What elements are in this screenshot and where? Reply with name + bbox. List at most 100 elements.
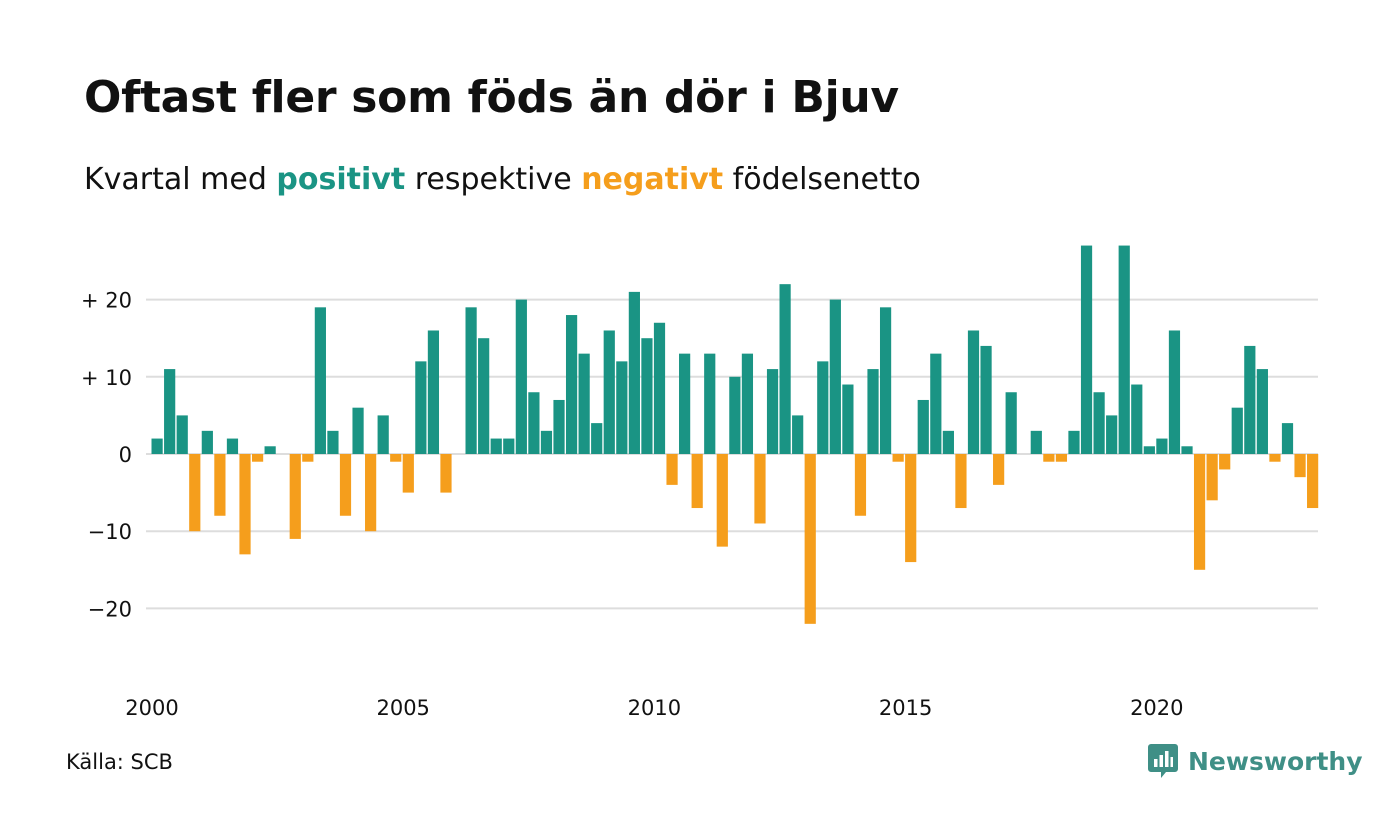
bar-positive: [817, 361, 829, 454]
bar-positive: [314, 307, 326, 454]
bar-negative: [214, 454, 226, 516]
brand-logo: Newsworthy: [1148, 744, 1363, 778]
bar-positive: [867, 369, 879, 454]
bar-positive: [917, 399, 929, 454]
bar-positive: [264, 446, 276, 454]
bar-negative: [365, 454, 377, 532]
bar-positive: [1068, 430, 1080, 454]
bar-positive: [792, 415, 804, 454]
bar-positive: [226, 438, 239, 454]
bar-negative: [402, 454, 414, 493]
bar-positive: [1156, 438, 1168, 454]
bar-negative: [854, 454, 867, 516]
bar-negative: [754, 454, 766, 524]
bar-positive: [1168, 330, 1181, 454]
bar-positive: [503, 438, 515, 454]
bar-positive: [616, 361, 628, 454]
bar-positive: [829, 299, 841, 454]
bar-negative: [1206, 454, 1218, 501]
y-tick-label: −20: [88, 597, 132, 621]
bar-negative: [390, 454, 402, 462]
bar-positive: [1281, 423, 1294, 454]
bar-positive: [151, 438, 163, 454]
bar-negative: [289, 454, 301, 539]
bar-positive: [842, 384, 854, 454]
bar-positive: [1143, 446, 1155, 454]
bars: [151, 245, 1319, 624]
bar-negative: [892, 454, 904, 462]
bar-positive: [766, 369, 779, 454]
subtitle-text-after: födelsenetto: [723, 162, 921, 197]
bar-positive: [1030, 430, 1042, 454]
bar-positive: [427, 330, 440, 454]
bar-positive: [528, 392, 540, 454]
bar-negative: [955, 454, 967, 509]
bar-positive: [1005, 392, 1017, 454]
bar-negative: [1269, 454, 1281, 462]
bar-positive: [478, 338, 490, 454]
y-tick-label: −10: [88, 520, 132, 544]
bar-negative: [1043, 454, 1055, 462]
subtitle-positive-label: positivt: [276, 162, 406, 197]
bar-negative: [1193, 454, 1206, 570]
bar-positive: [176, 415, 188, 454]
bar-positive: [515, 299, 527, 454]
bar-negative: [1219, 454, 1231, 470]
bar-positive: [930, 353, 942, 454]
y-tick-label: + 20: [81, 289, 132, 313]
chart-subtitle: Kvartal med positivt respektive negativt…: [84, 162, 921, 197]
bar-positive: [591, 423, 603, 454]
y-tick-label: 0: [119, 443, 132, 467]
bar-positive: [1256, 369, 1268, 454]
bar-negative: [1055, 454, 1068, 462]
bar-negative: [1294, 454, 1306, 478]
bar-positive: [1080, 245, 1093, 454]
chart-title: Oftast fler som föds än dör i Bjuv: [84, 72, 899, 123]
x-tick-label: 2010: [628, 696, 681, 720]
bar-positive: [578, 353, 590, 454]
bar-negative: [666, 454, 678, 485]
y-tick-label: + 10: [81, 366, 132, 390]
newsworthy-logo-icon: [1148, 744, 1178, 778]
bar-positive: [164, 369, 176, 454]
bar-positive: [779, 284, 791, 454]
bar-positive: [628, 291, 640, 454]
bar-positive: [641, 338, 653, 454]
bar-positive: [679, 353, 691, 454]
bar-negative: [189, 454, 201, 532]
bar-positive: [741, 353, 754, 454]
bar-negative: [239, 454, 251, 555]
bar-positive: [1093, 392, 1105, 454]
bar-positive: [490, 438, 502, 454]
bar-negative: [339, 454, 352, 516]
bar-positive: [967, 330, 980, 454]
bar-negative: [1307, 454, 1319, 509]
bar-negative: [440, 454, 452, 493]
bar-positive: [1181, 446, 1193, 454]
y-axis-tick-labels: + 20 + 10 0 −10 −20: [81, 289, 132, 622]
bar-positive: [704, 353, 716, 454]
bar-positive: [1131, 384, 1143, 454]
bar-positive: [1244, 345, 1256, 454]
bar-positive: [352, 407, 364, 454]
bar-positive: [942, 430, 954, 454]
bar-positive: [603, 330, 615, 454]
bar-positive: [1118, 245, 1130, 454]
bar-positive: [729, 376, 741, 454]
bar-positive: [653, 322, 666, 454]
x-tick-label: 2020: [1130, 696, 1183, 720]
source-note: Källa: SCB: [66, 750, 173, 774]
subtitle-text-before: Kvartal med: [84, 162, 277, 197]
bar-positive: [327, 430, 339, 454]
bar-negative: [302, 454, 314, 462]
bar-positive: [565, 315, 578, 454]
bar-negative: [691, 454, 703, 509]
brand-name: Newsworthy: [1188, 746, 1363, 776]
bar-positive: [465, 307, 477, 454]
bar-positive: [1231, 407, 1243, 454]
x-tick-label: 2000: [125, 696, 178, 720]
bar-positive: [540, 430, 553, 454]
bar-positive: [201, 430, 213, 454]
bar-negative: [905, 454, 917, 563]
subtitle-text-middle: respektive: [405, 162, 582, 197]
